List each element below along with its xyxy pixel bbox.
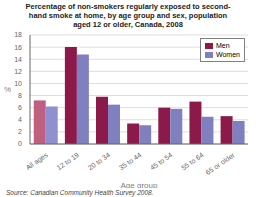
html-text:Women: Women <box>216 51 240 58</box>
svg-text:12: 12 <box>14 68 22 75</box>
svg-text:%: % <box>8 85 11 94</box>
svg-text:14: 14 <box>14 56 22 63</box>
svg-text:65 or older: 65 or older <box>204 151 236 176</box>
html-text:Men: Men <box>216 42 230 49</box>
html-text:Source: Canadian Community Hea: Source: Canadian Community Health Survey… <box>6 189 154 196</box>
svg-text:12 to 19: 12 to 19 <box>55 151 80 171</box>
svg-text:All ages: All ages <box>25 151 50 172</box>
svg-text:Age group: Age group <box>121 181 158 188</box>
svg-text:6: 6 <box>18 104 22 111</box>
svg-text:10: 10 <box>14 80 22 87</box>
svg-text:4: 4 <box>18 116 22 123</box>
svg-text:8: 8 <box>18 92 22 99</box>
svg-text:45 to 54: 45 to 54 <box>149 151 174 171</box>
svg-text:16: 16 <box>14 44 22 51</box>
svg-text:2: 2 <box>18 128 22 135</box>
svg-text:18: 18 <box>14 31 22 38</box>
svg-text:55 to 64: 55 to 64 <box>180 151 205 171</box>
svg-text:35 to 44: 35 to 44 <box>118 151 143 171</box>
html-text:Percentage of non-smokers regu: Percentage of non-smokers regularly expo… <box>25 2 231 29</box>
svg-text:0: 0 <box>18 140 22 147</box>
svg-text:20 to 34: 20 to 34 <box>87 151 112 171</box>
